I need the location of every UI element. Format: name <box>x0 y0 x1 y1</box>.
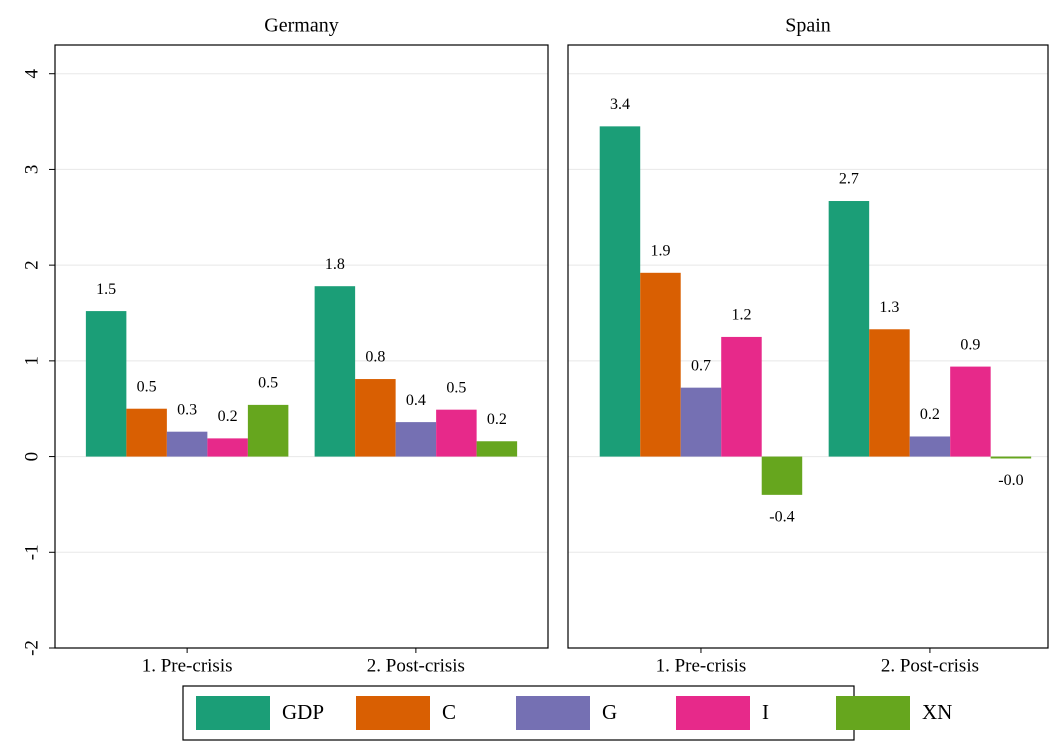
value-label: 1.3 <box>879 299 899 316</box>
y-tick-label: 4 <box>21 68 42 78</box>
bar <box>314 286 356 457</box>
value-label: 0.9 <box>960 336 980 353</box>
value-label: 0.3 <box>177 401 197 418</box>
legend-swatch <box>356 696 430 730</box>
y-tick-label: 2 <box>21 260 42 270</box>
value-label: -0.4 <box>769 509 794 526</box>
x-tick-label: 1. Pre-crisis <box>656 655 747 676</box>
y-tick-label: -1 <box>21 544 42 560</box>
legend-label: C <box>442 700 456 724</box>
bar <box>355 379 396 457</box>
value-label: 3.4 <box>610 96 630 113</box>
legend-label: GDP <box>282 700 324 724</box>
bar <box>247 404 289 457</box>
bar <box>680 387 722 457</box>
y-tick-label: 3 <box>21 165 42 175</box>
value-label: 1.8 <box>325 256 345 273</box>
value-label: 1.9 <box>650 242 670 259</box>
bar <box>395 422 437 457</box>
bar <box>761 456 803 495</box>
value-label: 0.2 <box>920 406 940 423</box>
value-label: 2.7 <box>839 171 859 188</box>
bar <box>721 336 762 457</box>
legend-label: G <box>602 700 617 724</box>
value-label: 0.5 <box>258 375 278 392</box>
bar <box>476 441 518 457</box>
value-label: -0.0 <box>998 472 1023 489</box>
value-label: 0.5 <box>137 378 157 395</box>
legend-swatch <box>676 696 750 730</box>
bar <box>990 456 1032 459</box>
legend-swatch <box>836 696 910 730</box>
bar <box>166 431 208 457</box>
plot-frame <box>54 44 549 649</box>
bar <box>599 126 641 457</box>
panel-title: Germany <box>264 15 338 37</box>
y-tick-label: -2 <box>21 640 42 656</box>
value-label: 1.2 <box>731 307 751 324</box>
bar <box>828 201 870 457</box>
value-label: 0.5 <box>446 379 466 396</box>
value-label: 0.4 <box>406 392 426 409</box>
legend-label: XN <box>922 700 952 724</box>
value-label: 0.2 <box>487 411 507 428</box>
bar <box>869 329 910 457</box>
value-label: 1.5 <box>96 281 116 298</box>
bar <box>909 436 951 457</box>
x-tick-label: 2. Post-crisis <box>367 655 465 676</box>
y-tick-label: 1 <box>21 356 42 366</box>
x-tick-label: 1. Pre-crisis <box>142 655 233 676</box>
panel-title: Spain <box>785 15 831 37</box>
bar <box>126 408 167 457</box>
y-tick-label: 0 <box>21 452 42 462</box>
value-label: 0.7 <box>691 357 711 374</box>
bar <box>207 438 248 457</box>
x-tick-label: 2. Post-crisis <box>881 655 979 676</box>
value-label: 0.8 <box>365 349 385 366</box>
bar <box>436 409 477 457</box>
bar <box>640 272 681 457</box>
legend-label: I <box>762 700 769 724</box>
bar <box>85 311 127 457</box>
plot-frame <box>567 44 1049 649</box>
bar <box>950 366 991 457</box>
value-label: 0.2 <box>218 408 238 425</box>
legend-swatch <box>196 696 270 730</box>
legend-swatch <box>516 696 590 730</box>
